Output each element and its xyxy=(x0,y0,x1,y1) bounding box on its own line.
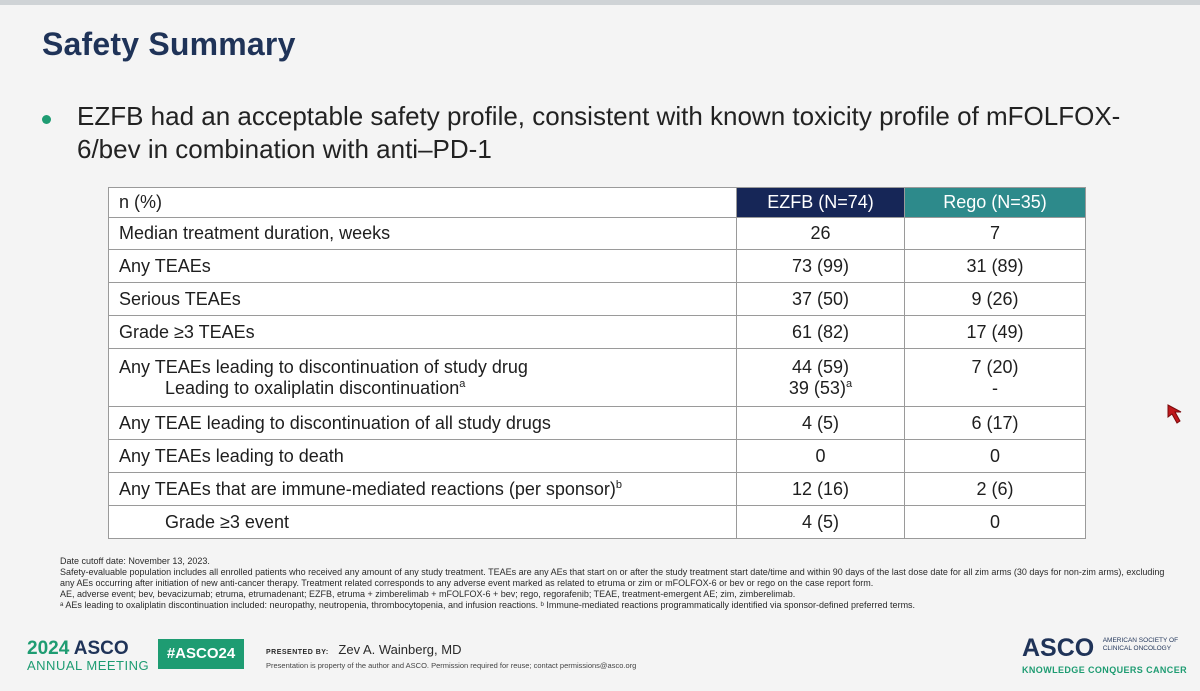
presenter-name: Zev A. Wainberg, MD xyxy=(338,642,462,657)
row-label: Grade ≥3 event xyxy=(108,505,737,539)
row-label: Any TEAEs that are immune-mediated react… xyxy=(108,472,737,506)
rego-value: 6 (17) xyxy=(904,406,1086,440)
meeting-subtitle: ANNUAL MEETING xyxy=(27,658,150,673)
ezfb-value: 12 (16) xyxy=(736,472,905,506)
row-label: Grade ≥3 TEAEs xyxy=(108,315,737,349)
asco-full-name: AMERICAN SOCIETY OF CLINICAL ONCOLOGY xyxy=(1102,637,1179,652)
rego-value: 2 (6) xyxy=(904,472,1086,506)
hashtag-badge: #ASCO24 xyxy=(158,639,244,669)
ezfb-value: 44 (59) 39 (53)a xyxy=(736,348,905,407)
rego-subvalue: - xyxy=(992,377,998,398)
footnote-marker: b xyxy=(615,478,623,491)
meeting-year: 2024 xyxy=(27,638,70,659)
row-label: Median treatment duration, weeks xyxy=(108,217,737,250)
header-label-cell: n (%) xyxy=(108,187,737,218)
rego-value: 9 (26) xyxy=(904,282,1086,316)
ezfb-value: 4 (5) xyxy=(736,505,905,539)
rego-value: 7 xyxy=(904,217,1086,250)
row-label: Any TEAEs leading to death xyxy=(108,439,737,473)
presented-label: PRESENTED BY: xyxy=(266,649,329,656)
table-row: Grade ≥3 event 4 (5) 0 xyxy=(108,505,1086,539)
safety-table: n (%) EZFB (N=74) Rego (N=35) Median tre… xyxy=(108,187,1086,539)
footnote-population: Safety-evaluable population includes all… xyxy=(60,567,1165,588)
footnote-markers: ᵃ AEs leading to oxaliplatin discontinua… xyxy=(60,600,916,610)
ezfb-value: 61 (82) xyxy=(736,315,905,349)
table-row: Any TEAEs leading to death 0 0 xyxy=(108,439,1086,473)
row-sublabel: Leading to oxaliplatin discontinuationa xyxy=(165,377,466,398)
presented-by: PRESENTED BY: Zev A. Wainberg, MD xyxy=(266,642,461,657)
table-row: Any TEAEs leading to discontinuation of … xyxy=(108,348,1086,407)
rego-value: 17 (49) xyxy=(904,315,1086,349)
footnotes: Date cutoff date: November 13, 2023. Saf… xyxy=(60,556,1170,611)
table-row: Serious TEAEs 37 (50) 9 (26) xyxy=(108,282,1086,316)
ezfb-subvalue: 39 (53)a xyxy=(788,377,853,398)
row-label-main: Any TEAEs leading to discontinuation of … xyxy=(119,356,528,377)
table-row: Any TEAEs that are immune-mediated react… xyxy=(108,472,1086,506)
rego-value: 31 (89) xyxy=(904,249,1086,283)
footnote-abbreviations: AE, adverse event; bev, bevacizumab; etr… xyxy=(60,589,796,599)
row-label: Any TEAEs leading to discontinuation of … xyxy=(108,348,737,407)
rego-value: 0 xyxy=(904,439,1086,473)
asco-logo: ASCO AMERICAN SOCIETY OF CLINICAL ONCOLO… xyxy=(1022,634,1192,675)
meeting-name: ASCO xyxy=(73,638,129,659)
rego-value: 0 xyxy=(904,505,1086,539)
slide-top-border xyxy=(0,0,1200,5)
row-label: Any TEAE leading to discontinuation of a… xyxy=(108,406,737,440)
slide-title: Safety Summary xyxy=(42,26,296,62)
footnote-marker: a xyxy=(459,377,466,390)
slide-footer: 2024 ASCO ANNUAL MEETING #ASCO24 PRESENT… xyxy=(0,628,1200,691)
table-row: Any TEAE leading to discontinuation of a… xyxy=(108,406,1086,440)
table-row: Median treatment duration, weeks 26 7 xyxy=(108,217,1086,250)
asco-tagline: KNOWLEDGE CONQUERS CANCER xyxy=(1022,665,1188,675)
ezfb-value: 0 xyxy=(736,439,905,473)
ezfb-value: 26 xyxy=(736,217,905,250)
asco-wordmark: ASCO xyxy=(1022,634,1095,662)
bullet-text: EZFB had an acceptable safety profile, c… xyxy=(77,101,1121,164)
footnote-cutoff: Date cutoff date: November 13, 2023. xyxy=(60,556,210,566)
bullet-dot-icon xyxy=(42,115,51,124)
ezfb-value: 4 (5) xyxy=(736,406,905,440)
asco-meeting-logo: 2024 ASCO ANNUAL MEETING xyxy=(27,638,149,673)
pointer-cursor-icon xyxy=(1167,404,1182,424)
row-label: Any TEAEs xyxy=(108,249,737,283)
bullet-point: EZFB had an acceptable safety profile, c… xyxy=(40,100,1160,166)
footnote-marker: a xyxy=(845,377,853,390)
row-label: Serious TEAEs xyxy=(108,282,737,316)
table-row: Grade ≥3 TEAEs 61 (82) 17 (49) xyxy=(108,315,1086,349)
header-ezfb-cell: EZFB (N=74) xyxy=(736,187,905,218)
ezfb-value: 73 (99) xyxy=(736,249,905,283)
rego-value: 7 (20) - xyxy=(904,348,1086,407)
table-row: Any TEAEs 73 (99) 31 (89) xyxy=(108,249,1086,283)
table-header-row: n (%) EZFB (N=74) Rego (N=35) xyxy=(108,187,1086,218)
property-note: Presentation is property of the author a… xyxy=(266,661,637,670)
ezfb-value: 37 (50) xyxy=(736,282,905,316)
header-rego-cell: Rego (N=35) xyxy=(904,187,1086,218)
